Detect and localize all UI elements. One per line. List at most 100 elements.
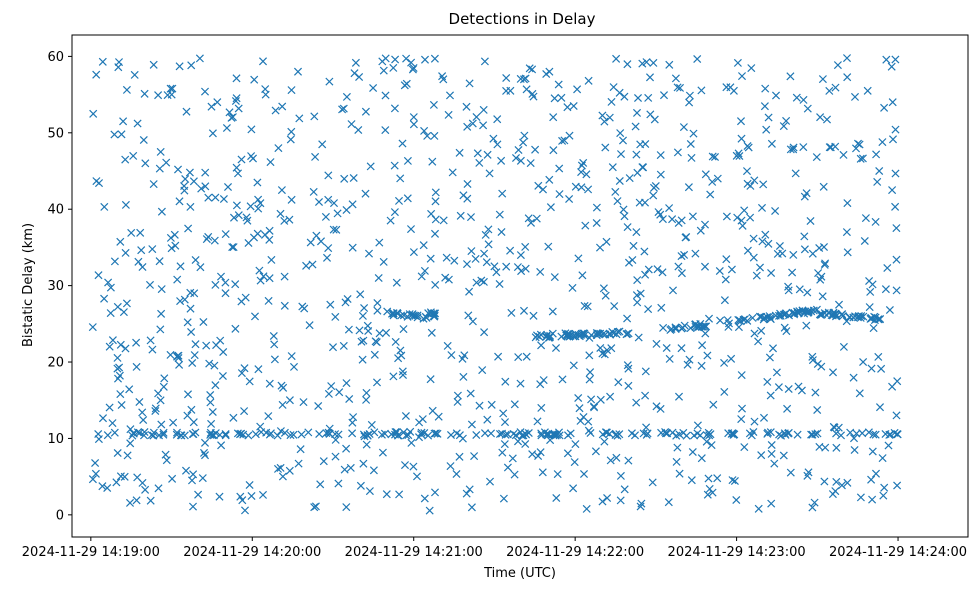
data-point [502, 73, 511, 83]
data-point [803, 471, 812, 480]
data-point [439, 216, 448, 225]
data-point [322, 253, 332, 262]
data-point [716, 316, 725, 325]
data-point [232, 74, 241, 83]
data-point [183, 390, 193, 399]
data-point [379, 66, 388, 75]
data-point [722, 212, 731, 221]
data-point [331, 452, 340, 461]
data-point [166, 350, 175, 359]
data-point [656, 404, 665, 413]
data-point [201, 182, 210, 191]
data-point [138, 478, 147, 487]
data-point [467, 420, 476, 429]
data-point [529, 92, 538, 101]
data-point [154, 484, 163, 493]
data-point [91, 469, 100, 478]
data-point [184, 224, 193, 233]
data-point [806, 216, 815, 226]
data-point [387, 430, 396, 439]
data-point [145, 280, 155, 289]
data-point [240, 506, 250, 515]
data-point [633, 298, 642, 307]
data-point [612, 453, 621, 462]
data-point [453, 391, 462, 400]
data-point [733, 213, 742, 222]
data-point [394, 431, 403, 440]
data-point [598, 111, 607, 120]
data-point [305, 321, 314, 330]
data-point [490, 262, 499, 271]
data-point [616, 150, 626, 159]
data-point [650, 115, 659, 124]
data-point [213, 98, 222, 107]
data-point [486, 429, 496, 438]
data-point [265, 379, 274, 388]
data-point [743, 246, 752, 255]
data-point [501, 377, 510, 386]
data-point [581, 221, 590, 230]
data-point [803, 104, 812, 113]
data-point [839, 150, 848, 159]
data-point [856, 493, 865, 502]
data-point [157, 285, 166, 294]
data-point [765, 312, 774, 321]
data-point [566, 429, 575, 438]
data-point [863, 86, 872, 95]
data-point [514, 353, 523, 362]
data-point [480, 328, 489, 337]
data-point [720, 296, 729, 305]
data-point [369, 83, 378, 93]
x-tick-label: 2024-11-29 14:20:00 [183, 545, 321, 560]
data-point [754, 504, 763, 513]
data-point [587, 395, 596, 404]
data-point [685, 91, 694, 100]
data-point [662, 343, 671, 353]
data-point [633, 93, 643, 103]
data-point [208, 129, 217, 138]
data-point [892, 255, 901, 264]
data-point [448, 168, 457, 177]
data-point [649, 58, 658, 67]
data-point [176, 297, 185, 306]
data-point [462, 102, 471, 111]
data-point [267, 255, 276, 264]
data-point [345, 394, 354, 404]
data-point [240, 364, 249, 373]
data-point [552, 493, 561, 503]
data-point [507, 308, 516, 317]
data-point [774, 383, 783, 392]
data-point [274, 144, 283, 153]
data-point [260, 230, 270, 239]
data-point [813, 405, 822, 415]
data-point [614, 378, 623, 387]
data-point [463, 122, 472, 131]
data-point [265, 274, 274, 283]
data-point [888, 186, 897, 195]
data-point [187, 61, 196, 70]
data-point [503, 430, 512, 439]
y-tick-label: 20 [47, 356, 64, 371]
data-point [668, 286, 678, 295]
data-point [727, 265, 736, 274]
data-point [349, 173, 358, 183]
data-point [672, 457, 681, 466]
data-point [643, 429, 652, 438]
data-point [698, 341, 707, 350]
data-point [479, 121, 488, 130]
data-point [429, 312, 438, 321]
data-point [332, 225, 341, 234]
data-point [156, 396, 165, 405]
data-point [329, 225, 338, 234]
data-point [842, 54, 852, 63]
data-point [362, 395, 371, 404]
data-point [700, 262, 710, 271]
data-point [136, 228, 145, 237]
data-point [339, 104, 348, 113]
data-point [820, 260, 829, 269]
data-point [701, 329, 710, 338]
data-point [286, 431, 295, 440]
data-point [674, 262, 683, 271]
data-point [600, 350, 609, 359]
data-point [893, 481, 902, 490]
